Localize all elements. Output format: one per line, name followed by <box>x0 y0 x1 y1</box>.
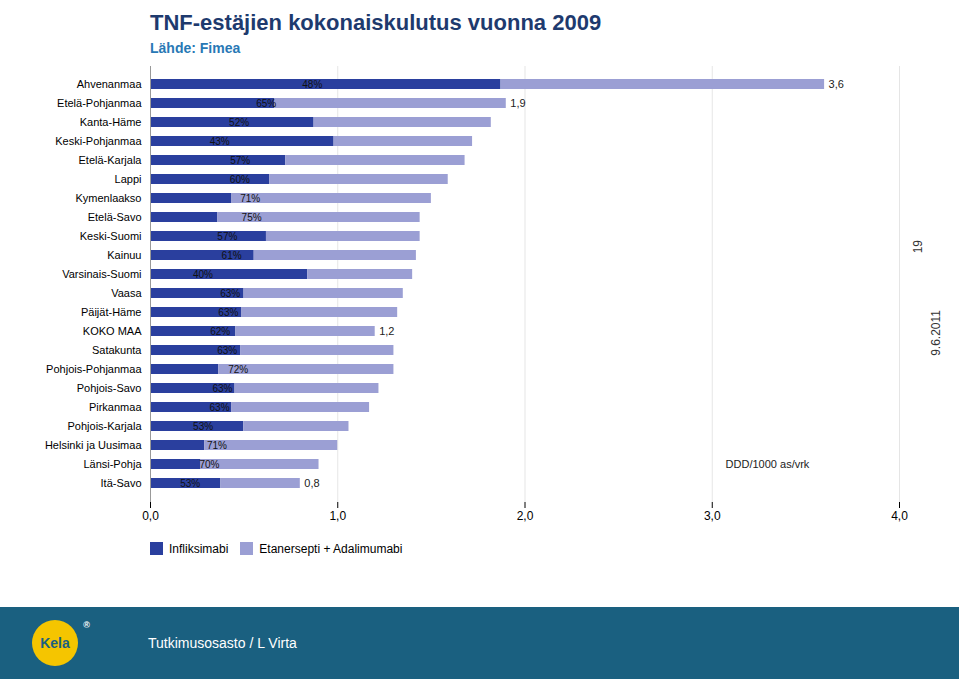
svg-text:71%: 71% <box>240 193 260 204</box>
html-text:Lähde: Fimea: Lähde: Fimea <box>150 40 241 56</box>
svg-text:Länsi-Pohja: Länsi-Pohja <box>83 458 142 470</box>
svg-text:72%: 72% <box>228 364 248 375</box>
svg-text:Etelä-Savo: Etelä-Savo <box>88 211 142 223</box>
svg-text:Etelä-Karjala: Etelä-Karjala <box>79 154 143 166</box>
html-text:Tutkimusosasto / L Virta: Tutkimusosasto / L Virta <box>148 635 297 651</box>
svg-text:3,0: 3,0 <box>704 509 721 523</box>
svg-text:Päijät-Häme: Päijät-Häme <box>81 306 142 318</box>
svg-text:48%: 48% <box>302 79 322 90</box>
svg-text:3,6: 3,6 <box>829 78 844 90</box>
svg-text:Etelä-Pohjanmaa: Etelä-Pohjanmaa <box>57 97 142 109</box>
svg-text:60%: 60% <box>230 174 250 185</box>
html-text:Etanersepti + Adalimumabi: Etanersepti + Adalimumabi <box>259 541 403 556</box>
svg-text:Vaasa: Vaasa <box>111 287 142 299</box>
svg-text:63%: 63% <box>217 345 237 356</box>
svg-text:Kymenlaakso: Kymenlaakso <box>75 192 141 204</box>
svg-text:1,9: 1,9 <box>510 97 525 109</box>
svg-text:57%: 57% <box>230 155 250 166</box>
svg-text:Kanta-Häme: Kanta-Häme <box>80 116 142 128</box>
svg-text:63%: 63% <box>218 307 238 318</box>
svg-text:1,2: 1,2 <box>379 325 394 337</box>
svg-text:KOKO MAA: KOKO MAA <box>83 325 142 337</box>
svg-text:0,8: 0,8 <box>304 477 319 489</box>
svg-text:63%: 63% <box>220 288 240 299</box>
svg-text:71%: 71% <box>207 440 227 451</box>
svg-text:Pohjois-Savo: Pohjois-Savo <box>77 382 142 394</box>
svg-text:53%: 53% <box>193 421 213 432</box>
svg-text:62%: 62% <box>210 326 230 337</box>
svg-text:43%: 43% <box>210 136 230 147</box>
svg-text:Lappi: Lappi <box>115 173 142 185</box>
svg-text:61%: 61% <box>222 250 242 261</box>
svg-text:Kainuu: Kainuu <box>107 249 141 261</box>
svg-text:63%: 63% <box>210 402 230 413</box>
svg-text:53%: 53% <box>180 478 200 489</box>
svg-text:Pirkanmaa: Pirkanmaa <box>89 401 142 413</box>
html-text:Kela: Kela <box>40 635 70 651</box>
svg-text:2,0: 2,0 <box>517 509 534 523</box>
svg-text:Keski-Suomi: Keski-Suomi <box>80 230 142 242</box>
svg-text:75%: 75% <box>242 212 262 223</box>
svg-text:40%: 40% <box>193 269 213 280</box>
svg-text:1,0: 1,0 <box>329 509 346 523</box>
svg-text:65%: 65% <box>256 98 276 109</box>
svg-text:Satakunta: Satakunta <box>92 344 142 356</box>
svg-text:Pohjois-Pohjanmaa: Pohjois-Pohjanmaa <box>46 363 142 375</box>
svg-text:DDD/1000 as/vrk: DDD/1000 as/vrk <box>726 458 810 470</box>
html-text:TNF-estäjien kokonaiskulutus v: TNF-estäjien kokonaiskulutus vuonna 2009 <box>150 10 602 35</box>
html-text:9.6.2011: 9.6.2011 <box>929 310 943 356</box>
svg-text:70%: 70% <box>199 459 219 470</box>
svg-text:Helsinki ja Uusimaa: Helsinki ja Uusimaa <box>45 439 142 451</box>
svg-text:0,0: 0,0 <box>142 509 159 523</box>
svg-text:Ahvenanmaa: Ahvenanmaa <box>77 78 143 90</box>
svg-text:57%: 57% <box>217 231 237 242</box>
html-text:Infliksimabi: Infliksimabi <box>169 541 229 556</box>
html-text:19: 19 <box>911 240 925 254</box>
svg-text:63%: 63% <box>212 383 232 394</box>
svg-text:Pohjois-Karjala: Pohjois-Karjala <box>68 420 143 432</box>
svg-text:Varsinais-Suomi: Varsinais-Suomi <box>62 268 141 280</box>
svg-text:Itä-Savo: Itä-Savo <box>101 477 142 489</box>
svg-text:52%: 52% <box>229 117 249 128</box>
svg-text:4,0: 4,0 <box>891 509 908 523</box>
svg-text:Keski-Pohjanmaa: Keski-Pohjanmaa <box>55 135 142 147</box>
